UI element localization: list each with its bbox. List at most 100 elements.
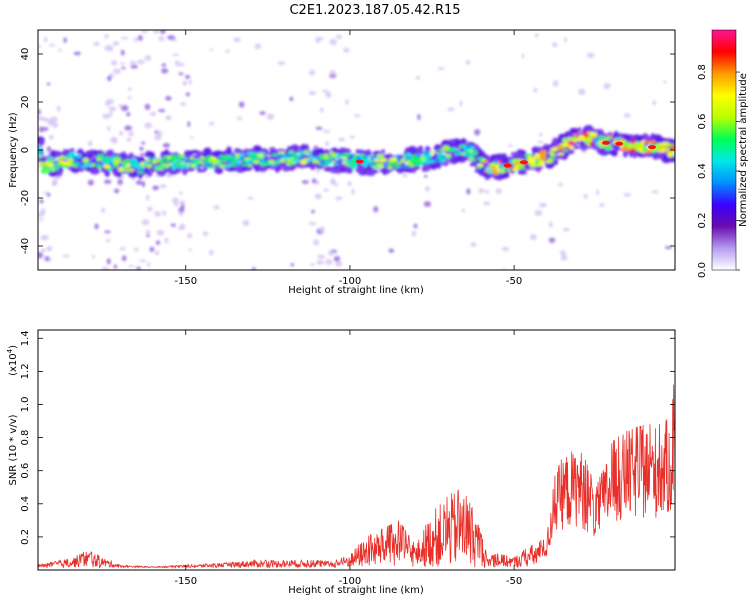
noise-speckle (104, 34, 109, 39)
noise-speckle (53, 176, 62, 180)
ridge-cell (473, 150, 478, 156)
ridge-cell (137, 170, 145, 174)
noise-speckle (43, 117, 51, 123)
x-tick-label: -100 (339, 276, 362, 287)
noise-speckle (586, 52, 595, 59)
ridge-cell (642, 148, 648, 152)
ridge-cell (50, 150, 56, 157)
ridge-cell (391, 160, 398, 166)
noise-speckle (171, 197, 179, 204)
noise-speckle (334, 183, 339, 187)
ridge-cell (661, 137, 666, 143)
spectrogram-y-ticks: -40 -20 0 20 40 (20, 48, 675, 254)
ridge-cell (645, 139, 654, 142)
x-tick-label: -50 (506, 576, 522, 587)
ridge-cell (468, 157, 474, 160)
ridge-cell (175, 158, 180, 161)
noise-speckle (118, 103, 123, 108)
noise-speckle (322, 129, 331, 133)
ridge-peak (503, 163, 512, 168)
ridge-cell (538, 160, 545, 166)
ridge-cell (450, 157, 460, 164)
noise-speckle (93, 41, 100, 46)
noise-speckle (254, 43, 262, 50)
ridge-cell (141, 163, 145, 167)
ridge-cell (226, 159, 234, 162)
ridge-cell (225, 163, 231, 168)
ridge-cell (326, 157, 332, 160)
ridge-cell (501, 165, 505, 168)
noise-speckle (38, 126, 44, 133)
noise-speckle (87, 179, 94, 186)
ridge-cell (147, 151, 156, 160)
noise-speckle (46, 192, 51, 197)
noise-speckle (345, 99, 349, 105)
ridge-cell (178, 160, 184, 164)
ridge-cell (300, 143, 307, 151)
ridge-cell (360, 162, 369, 165)
noise-speckle (62, 254, 70, 258)
ridge-cell (245, 161, 250, 164)
noise-speckle (320, 107, 324, 113)
noise-speckle (156, 229, 165, 236)
ridge-cell (366, 151, 373, 157)
snr-x-axis-label: Height of straight line (km) (288, 585, 424, 596)
noise-speckle (483, 201, 491, 206)
noise-speckle (141, 219, 150, 226)
ridge-cell (541, 146, 552, 151)
ridge-cell (337, 159, 342, 162)
ridge-cell (512, 158, 520, 163)
noise-speckle (596, 189, 600, 196)
ridge-cell (383, 164, 388, 168)
colorbar-tick-label: 0.8 (697, 64, 708, 80)
noise-speckle (537, 140, 545, 144)
noise-speckle (321, 89, 329, 93)
noise-speckle (119, 62, 126, 66)
ridge-cell (42, 166, 50, 171)
ridge-cell (293, 158, 301, 163)
ridge-cell (464, 152, 468, 157)
ridge-cell (213, 167, 222, 171)
ridge-cell (286, 165, 296, 170)
ridge-cell (423, 150, 431, 156)
noise-speckle (109, 110, 113, 117)
ridge-cell (168, 168, 175, 176)
ridge-cell (234, 147, 241, 153)
ridge-cell (535, 165, 542, 173)
ridge-cell (72, 160, 77, 164)
noise-speckle (322, 188, 330, 192)
colorbar-tick-label: 0.2 (697, 213, 708, 229)
noise-speckle (459, 100, 463, 107)
ridge-cell (309, 156, 315, 160)
ridge-cell (371, 160, 377, 166)
noise-speckle (251, 267, 256, 270)
ridge-cell (672, 152, 675, 156)
noise-speckle (539, 202, 547, 208)
y-tick-label: 0 (20, 147, 31, 153)
noise-speckle (388, 248, 395, 253)
ridge-cell (514, 164, 522, 167)
ridge-cell (184, 166, 190, 169)
noise-speckle (318, 226, 325, 233)
ridge-cell (295, 149, 301, 153)
snr-x-ticks: -150 -100 -50 (174, 330, 522, 587)
ridge-cell (545, 160, 550, 164)
noise-speckle (548, 237, 556, 243)
ridge-cell (328, 160, 332, 163)
noise-speckle (424, 186, 430, 192)
noise-speckle (130, 64, 138, 69)
ridge-cell (190, 159, 195, 164)
ridge-cell (124, 159, 131, 164)
noise-speckle (117, 178, 123, 186)
ridge-cell (424, 154, 432, 159)
noise-speckle (161, 68, 169, 74)
ridge-cell (512, 168, 519, 172)
noise-speckle (154, 130, 158, 134)
y-tick-label: -40 (20, 238, 31, 254)
noise-speckle (136, 266, 141, 270)
noise-speckle (164, 237, 169, 244)
ridge-cell (74, 162, 78, 168)
ridge-cell (117, 167, 124, 172)
ridge-cell (348, 154, 356, 158)
ridge-cell (259, 148, 269, 154)
